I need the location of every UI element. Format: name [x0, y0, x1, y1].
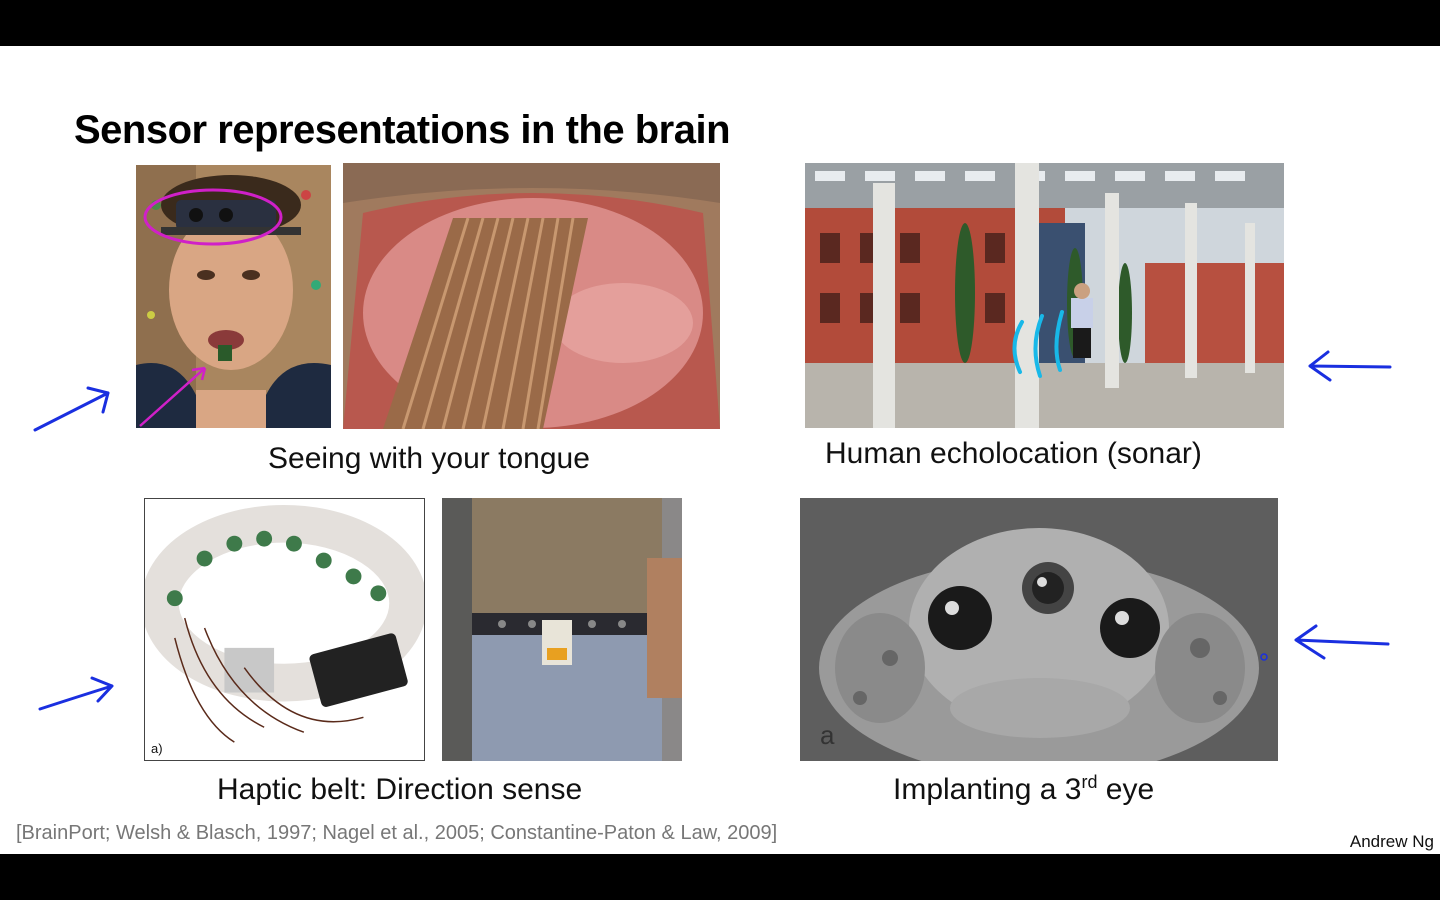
caption-haptic-belt: Haptic belt: Direction sense [217, 773, 583, 806]
slide-title: Sensor representations in the brain [74, 108, 731, 152]
caption-tongue: Seeing with your tongue [268, 442, 590, 475]
belt-panel-label: a) [151, 741, 163, 756]
photo-haptic-belt: a) [144, 498, 425, 761]
frog-panel-label: a [820, 720, 835, 750]
arrow-upper-right-icon [1308, 350, 1392, 382]
caption-third-eye-sup: rd [1081, 772, 1098, 792]
slide: Sensor representations in the brain [0, 46, 1440, 854]
photo-tongue-display [343, 163, 720, 429]
reference-citations: [BrainPort; Welsh & Blasch, 1997; Nagel … [16, 822, 778, 844]
photo-echolocation [805, 163, 1284, 428]
arrow-upper-left-icon [33, 386, 110, 432]
caption-third-eye-suffix: eye [1097, 773, 1155, 806]
photo-brainport-user [136, 165, 331, 428]
caption-echolocation: Human echolocation (sonar) [825, 437, 1202, 470]
author-name: Andrew Ng [1349, 832, 1434, 851]
arrow-lower-left-icon [38, 676, 114, 711]
photo-belt-worn [442, 498, 682, 761]
photo-three-eyed-frog: a [800, 498, 1278, 761]
arrow-lower-right-icon [1294, 624, 1390, 660]
caption-third-eye: Implanting a 3rd eye [893, 773, 1154, 807]
caption-third-eye-prefix: Implanting a 3 [893, 773, 1082, 806]
